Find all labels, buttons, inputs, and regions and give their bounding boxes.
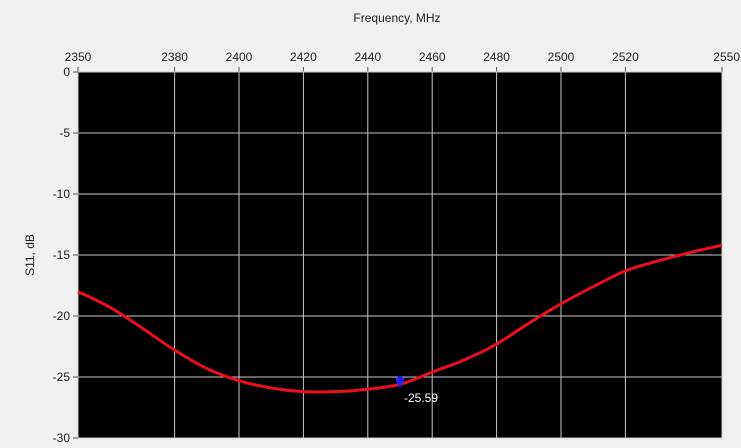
x-tick-label: 2350 <box>65 50 92 64</box>
marker-layer: -25.59 <box>395 376 438 405</box>
x-axis-title: Frequency, MHz <box>353 11 440 25</box>
x-tick-label: 2550 <box>713 50 740 64</box>
y-tick-label: -20 <box>53 309 71 323</box>
y-tick-labels: 0 -5 -10 -15 -20 -25 -30 <box>53 65 71 445</box>
marker-value-label: -25.59 <box>404 391 438 405</box>
y-tick-label: -30 <box>53 431 71 445</box>
y-tick-label: 0 <box>63 65 70 79</box>
y-tick-label: -10 <box>53 187 71 201</box>
y-tick-label: -5 <box>59 126 70 140</box>
x-tick-label: 2400 <box>226 50 253 64</box>
marker-dot <box>396 376 404 385</box>
x-tick-label: 2520 <box>612 50 639 64</box>
x-tick-labels: 2350 2380 2400 2420 2440 2460 2480 2500 2520 2550 <box>65 50 741 64</box>
y-tick-label: -25 <box>53 370 71 384</box>
x-tick-label: 2460 <box>419 50 446 64</box>
y-axis-title: S11, dB <box>23 234 37 276</box>
x-tick-label: 2440 <box>354 50 381 64</box>
x-tick-label: 2380 <box>161 50 188 64</box>
y-tick-label: -15 <box>53 248 71 262</box>
x-tick-label: 2500 <box>548 50 575 64</box>
x-tick-label: 2480 <box>483 50 510 64</box>
x-tick-label: 2420 <box>290 50 317 64</box>
